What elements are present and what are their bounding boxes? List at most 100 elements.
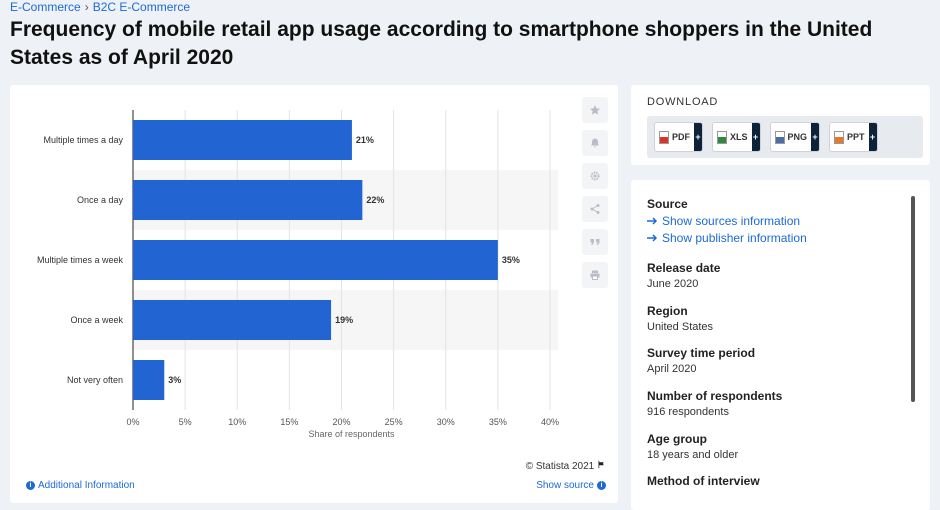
survey-period-value: April 2020 [647,363,697,375]
arrow-right-icon [647,234,658,242]
age-group-section: Age group 18 years and older [647,432,738,461]
show-publisher-label: Show publisher information [662,231,807,245]
value-label: 21% [356,135,374,145]
download-pdf-label: PDF [672,132,690,142]
arrow-right-icon [647,217,658,225]
copyright-text: © Statista 2021 [525,461,595,472]
x-tick-label: 0% [126,417,139,427]
category-label: Once a day [77,195,124,205]
respondents-value: 916 respondents [647,406,729,418]
share-icon [590,204,600,214]
x-tick-label: 5% [179,417,192,427]
survey-period-label: Survey time period [647,346,756,360]
star-icon [590,105,600,115]
x-tick-label: 30% [437,417,455,427]
download-ppt-label: PPT [847,132,865,142]
bar [133,120,352,160]
pdf-file-icon [659,130,669,144]
release-date-label: Release date [647,261,721,275]
breadcrumb-item-ecommerce[interactable]: E-Commerce [10,0,81,14]
x-axis-label: Share of respondents [308,429,395,439]
bar [133,180,363,220]
survey-period-section: Survey time period April 2020 [647,346,755,375]
chart-card: 0% 5% 10% 15% 20% 25% 30% 35% 40% Multiple times … [10,85,618,503]
quote-icon [590,239,600,245]
value-label: 19% [335,315,353,325]
xls-file-icon [717,130,727,144]
cite-button[interactable] [582,229,608,255]
respondents-label: Number of respondents [647,389,783,403]
plus-icon: + [868,123,877,151]
gear-icon [590,171,600,181]
show-sources-link[interactable]: Show sources information [647,214,807,228]
download-title: DOWNLOAD [647,96,719,108]
age-group-label: Age group [647,432,707,446]
x-tick-label: 25% [385,417,403,427]
download-ppt-button[interactable]: PPT + [830,123,877,151]
notification-button[interactable] [582,130,608,156]
bar [133,300,332,340]
additional-info-link[interactable]: i Additional Information [26,480,135,491]
region-value: United States [647,321,714,333]
x-tick-label: 35% [489,417,507,427]
info-icon: i [26,481,35,490]
category-label: Once a week [70,315,123,325]
download-xls-button[interactable]: XLS + [713,123,760,151]
category-label: Multiple times a day [43,135,123,145]
respondents-section: Number of respondents 916 respondents [647,389,782,418]
info-icon: i [597,481,606,490]
settings-button[interactable] [582,163,608,189]
favorite-button[interactable] [582,97,608,123]
category-label: Multiple times a week [37,255,124,265]
bar [133,360,165,400]
download-buttons: PDF + XLS + PNG + PPT + [647,116,923,158]
region-section: Region United States [647,304,713,333]
release-date-section: Release date June 2020 [647,261,720,290]
show-source-link[interactable]: Show source i [536,480,606,491]
share-button[interactable] [582,196,608,222]
chart-tools [582,97,610,295]
breadcrumb: E-Commerce › B2C E-Commerce [10,0,190,14]
release-date-value: June 2020 [647,278,699,290]
value-label: 3% [168,375,181,385]
details-panel: Source Show sources information Show pub… [631,180,930,510]
plus-icon: + [811,123,820,151]
method-section: Method of interview [647,474,760,488]
additional-info-label: Additional Information [38,480,135,491]
value-label: 35% [502,255,520,265]
x-tick-label: 40% [541,417,559,427]
copyright: © Statista 2021 [526,460,606,472]
x-tick-label: 20% [332,417,350,427]
page-title: Frequency of mobile retail app usage acc… [10,18,873,69]
breadcrumb-item-b2c-ecommerce[interactable]: B2C E-Commerce [92,0,191,14]
png-file-icon [774,130,785,144]
download-xls-label: XLS [730,132,748,142]
age-group-value: 18 years and older [647,449,739,461]
bar-chart: 0% 5% 10% 15% 20% 25% 30% 35% 40% Multiple times … [37,110,559,439]
bar [133,240,498,280]
show-source-label: Show source [536,480,594,491]
download-pdf-button[interactable]: PDF + [655,123,702,151]
show-publisher-link[interactable]: Show publisher information [647,231,807,245]
x-tick-label: 10% [228,417,246,427]
download-panel: DOWNLOAD PDF + XLS + PNG + PPT + [631,85,930,165]
breadcrumb-separator: › [84,0,89,14]
source-section: Source Show sources information Show pub… [647,197,807,245]
print-icon [590,270,600,280]
plus-icon: + [751,123,760,151]
source-label: Source [647,197,688,211]
flag-icon[interactable] [597,460,606,469]
value-label: 22% [366,195,384,205]
region-label: Region [647,304,688,318]
bell-icon [591,138,599,148]
details-scrollbar[interactable] [911,196,915,402]
download-png-button[interactable]: PNG + [770,123,820,151]
x-tick-label: 15% [280,417,298,427]
category-label: Not very often [67,375,123,385]
plus-icon: + [694,123,702,151]
method-label: Method of interview [647,474,760,488]
download-png-label: PNG [787,132,808,142]
ppt-file-icon [834,130,845,144]
print-button[interactable] [582,262,608,288]
show-sources-label: Show sources information [662,214,801,228]
